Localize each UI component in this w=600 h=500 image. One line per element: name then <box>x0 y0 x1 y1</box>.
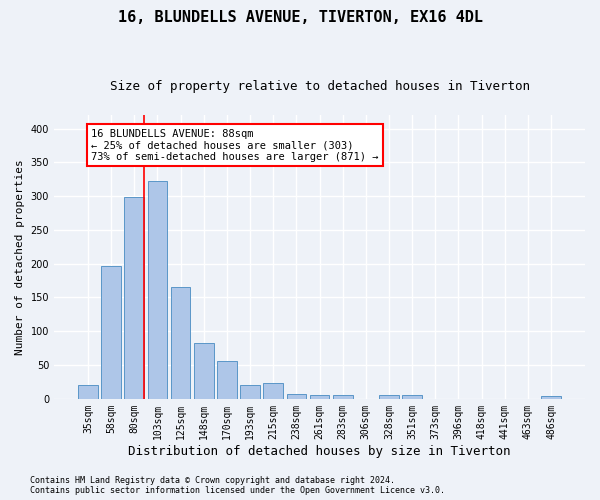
Bar <box>217 361 237 399</box>
Bar <box>263 384 283 399</box>
Text: Contains HM Land Registry data © Crown copyright and database right 2024.
Contai: Contains HM Land Registry data © Crown c… <box>30 476 445 495</box>
Bar <box>333 395 353 399</box>
Bar <box>310 395 329 399</box>
Text: 16 BLUNDELLS AVENUE: 88sqm
← 25% of detached houses are smaller (303)
73% of sem: 16 BLUNDELLS AVENUE: 88sqm ← 25% of deta… <box>91 128 379 162</box>
Bar <box>101 266 121 399</box>
Bar <box>402 396 422 399</box>
Title: Size of property relative to detached houses in Tiverton: Size of property relative to detached ho… <box>110 80 530 93</box>
Bar <box>171 288 190 399</box>
Y-axis label: Number of detached properties: Number of detached properties <box>15 159 25 355</box>
X-axis label: Distribution of detached houses by size in Tiverton: Distribution of detached houses by size … <box>128 444 511 458</box>
Bar <box>194 344 214 399</box>
Bar <box>240 384 260 399</box>
Bar <box>379 396 399 399</box>
Bar <box>124 197 144 399</box>
Text: 16, BLUNDELLS AVENUE, TIVERTON, EX16 4DL: 16, BLUNDELLS AVENUE, TIVERTON, EX16 4DL <box>118 10 482 25</box>
Bar <box>78 386 98 399</box>
Bar <box>287 394 306 399</box>
Bar <box>148 181 167 399</box>
Bar <box>541 396 561 399</box>
